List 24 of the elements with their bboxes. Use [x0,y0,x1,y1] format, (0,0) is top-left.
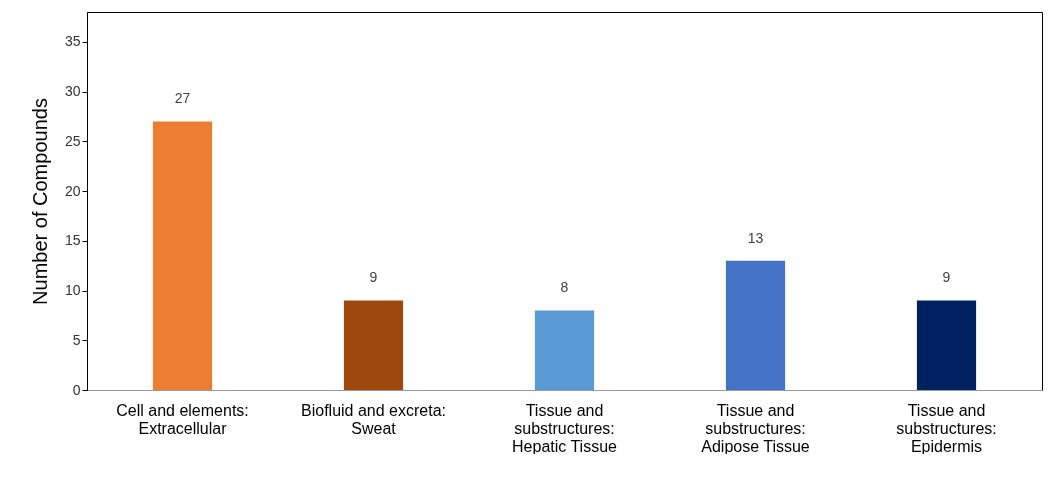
y-axis-title: Number of Compounds [28,98,51,305]
bar [916,300,977,390]
y-tick-label: 30 [64,83,81,100]
data-label: 13 [747,229,764,246]
y-tick-label: 20 [64,182,81,199]
y-tick-label: 10 [64,282,81,299]
x-tick-label: Tissue and substructures: Epidermis [896,401,997,455]
y-tick-label: 0 [72,381,81,398]
y-tick-label: 25 [64,132,81,149]
x-tick-label: Tissue and substructures: Hepatic Tissue [512,401,618,455]
data-label: 9 [369,269,378,286]
data-label: 9 [942,269,951,286]
data-label: 8 [560,279,569,296]
bar [725,260,786,390]
y-tick-label: 5 [72,331,81,348]
x-tick-label: Cell and elements: Extracellular [116,401,249,437]
bar [534,310,595,390]
x-tick-label: Biofluid and excreta: Sweat [301,401,446,437]
bar [343,300,404,390]
data-label: 27 [174,90,191,107]
bar [152,121,213,390]
x-tick-label: Tissue and substructures: Adipose Tissue [701,401,810,455]
y-tick-label: 35 [64,33,81,50]
y-tick-label: 15 [64,232,81,249]
